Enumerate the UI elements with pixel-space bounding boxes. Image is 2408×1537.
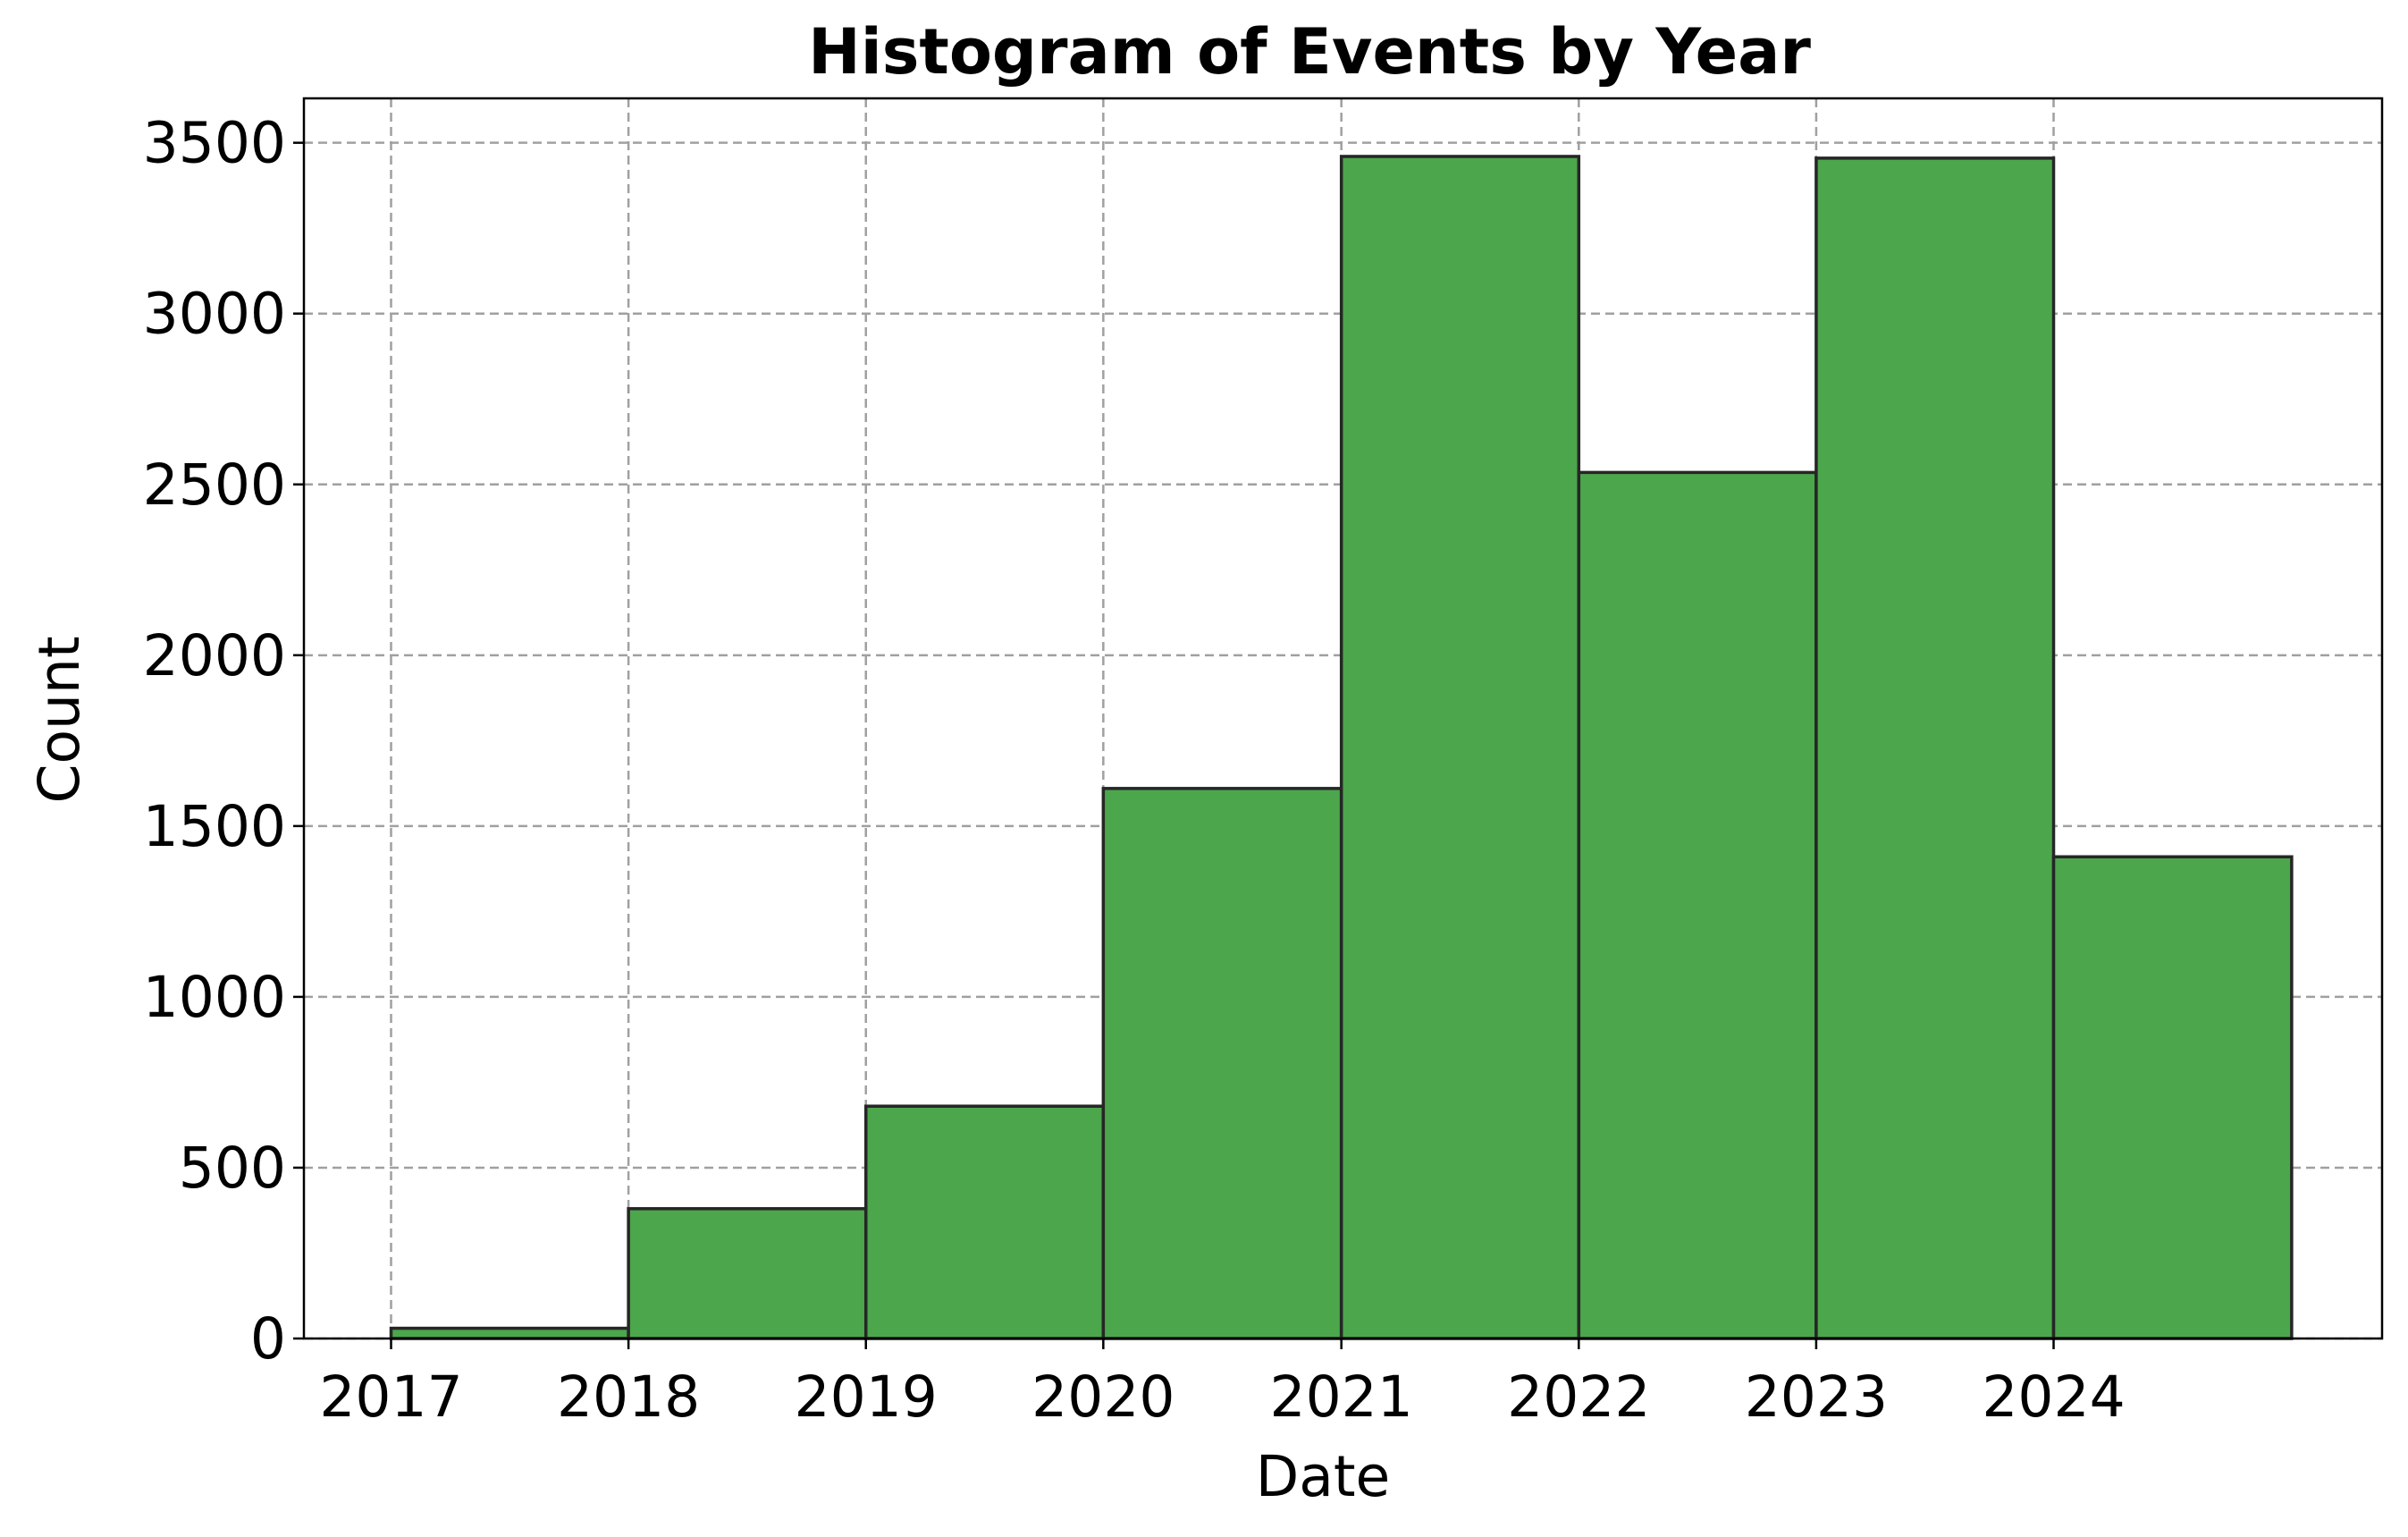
histogram-bar — [1101, 787, 1343, 1340]
y-tick-label: 3000 — [143, 282, 286, 347]
plot-area-frame — [302, 97, 2384, 1340]
y-axis: 0 500 1000 1500 2000 2500 3000 3500 — [143, 111, 304, 1372]
histogram-bars — [389, 155, 2294, 1340]
x-tick-label: 2020 — [1031, 1364, 1175, 1430]
x-tick-label: 2023 — [1745, 1364, 1888, 1430]
histogram-bar — [1577, 470, 1818, 1340]
y-tick-label: 500 — [179, 1136, 286, 1201]
x-tick-label: 2021 — [1270, 1364, 1413, 1430]
y-tick-label: 2000 — [143, 623, 286, 688]
y-tick-label: 3500 — [143, 111, 286, 176]
histogram-bar — [389, 1326, 630, 1340]
y-tick-label: 1500 — [143, 794, 286, 859]
x-axis-label: Date — [1256, 1444, 1391, 1509]
histogram-bar — [2051, 855, 2294, 1340]
histogram-bar — [1339, 155, 1581, 1340]
y-tick-label: 0 — [250, 1306, 286, 1372]
x-axis: 2017 2018 2019 2020 2021 2022 2023 2024 — [319, 1339, 2126, 1430]
x-tick-label: 2018 — [557, 1364, 700, 1430]
y-tick-label: 2500 — [143, 452, 286, 518]
histogram-bar — [1814, 156, 2056, 1340]
x-tick-label: 2017 — [319, 1364, 462, 1430]
x-tick-label: 2019 — [795, 1364, 938, 1430]
histogram-bar — [863, 1104, 1106, 1340]
chart-title: Histogram of Events by Year — [808, 15, 1811, 89]
x-tick-label: 2022 — [1507, 1364, 1650, 1430]
x-tick-label: 2024 — [1982, 1364, 2125, 1430]
y-axis-label: Count — [27, 636, 92, 803]
y-tick-label: 1000 — [143, 965, 286, 1030]
histogram-bar — [627, 1207, 868, 1340]
